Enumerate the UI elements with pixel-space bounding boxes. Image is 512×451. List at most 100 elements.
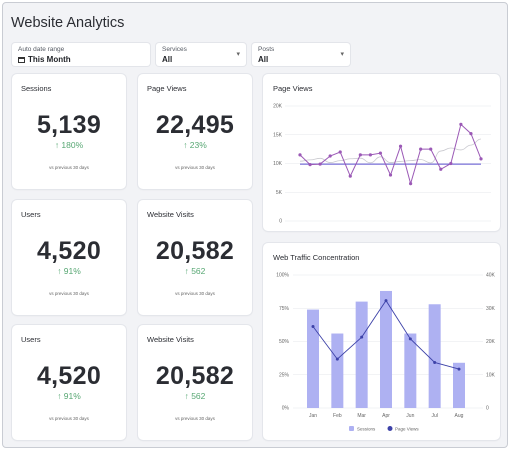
data-point [429,147,433,151]
page-views-line-chart: 20K 15K 10K 5K 0 [273,104,491,225]
kpi-label: Website Visits [147,210,194,219]
web-traffic-combo-chart: 100% 75% 50% 25% 0% 40K 30K 20K 10K 0 Jan Feb Mar A… [276,273,496,432]
sessions-bar [355,301,368,408]
y-right-tick-label: 20K [486,339,496,345]
posts-label: Posts [258,46,275,53]
kpi-note: vs previous 30 days [49,165,89,170]
kpi-card-page-views: Page Views 22,495 ↑ 23% vs previous 30 d… [138,74,252,189]
data-point [439,167,443,171]
kpi-card-users: Users 4,520 ↑ 91% vs previous 30 days [12,200,126,315]
data-point [368,153,372,157]
x-tick-label: Mar [357,413,366,419]
data-point [398,144,403,148]
y-right-tick-label: 10K [486,372,496,378]
chart-title: Web Traffic Concentration [273,253,360,262]
data-point [419,147,423,151]
x-tick-label: Jun [406,413,414,419]
kpi-delta: ↑ 91% [57,266,81,276]
sessions-bar [307,309,319,408]
services-filter[interactable]: Services All ▾ [156,43,246,66]
data-point [449,161,453,166]
y-tick-label: 0 [279,219,282,225]
date-range-value: This Month [28,55,71,64]
posts-filter[interactable]: Posts All ▾ [252,43,350,66]
data-point [479,157,483,161]
kpi-delta: ↑ 180% [54,140,84,150]
kpi-note: vs previous 30 days [175,291,215,296]
data-point [388,173,393,177]
kpi-label: Page Views [147,84,187,93]
services-label: Services [162,46,187,53]
x-tick-label: Jul [431,413,437,419]
data-point [378,151,383,155]
y-right-tick-label: 30K [486,306,496,312]
y-left-tick-label: 50% [279,339,290,345]
data-point [348,174,352,178]
legend-sessions-label: Sessions [357,427,376,432]
kpi-delta: ↑ 23% [183,140,207,150]
chevron-down-icon: ▾ [236,51,240,58]
data-point [459,122,463,126]
legend-page-views-swatch [387,426,393,431]
kpi-card-website-visits: Website Visits 20,582 ↑ 562 vs previous … [138,325,252,440]
kpi-value: 20,582 [155,362,235,390]
y-left-tick-label: 0% [282,406,290,412]
y-left-tick-label: 25% [279,372,290,378]
data-point [308,163,312,167]
kpi-card-sessions: Sessions 5,139 ↑ 180% vs previous 30 day… [12,74,126,189]
chart-title: Page Views [273,84,313,93]
kpi-value: 4,520 [36,362,102,390]
x-tick-label: Aug [455,413,464,419]
kpi-delta: ↑ 91% [57,391,81,401]
y-tick-label: 20K [273,104,283,110]
date-range-label: Auto date range [18,46,65,53]
kpi-label: Website Visits [147,335,194,344]
kpi-card-website-visits: Website Visits 20,582 ↑ 562 vs previous … [138,200,252,315]
kpi-note: vs previous 30 days [49,291,89,296]
data-point [318,162,322,166]
date-range-filter[interactable]: Auto date range This Month [12,43,150,66]
services-value: All [162,55,173,64]
data-point [328,154,332,158]
data-point [409,182,413,186]
posts-value: All [258,55,269,64]
legend-page-views-label: Page Views [395,427,419,432]
page-views-point [433,360,437,364]
kpi-label: Users [21,335,41,344]
kpi-delta: ↑ 562 [184,391,206,401]
sessions-bar [404,333,417,408]
kpi-note: vs previous 30 days [175,416,215,421]
page-views-point [360,335,364,339]
y-tick-label: 15K [273,132,283,138]
page-views-point [384,299,388,303]
kpi-delta: ↑ 562 [184,266,206,276]
page-views-chart-card: Page Views 20K 15K 10K 5K 0 [263,74,500,231]
page-views-point [457,367,461,371]
kpi-value: 4,520 [36,237,102,265]
data-point [298,153,302,157]
y-tick-label: 5K [276,190,283,196]
y-left-tick-label: 75% [279,306,290,312]
kpi-label: Sessions [21,84,52,93]
legend-sessions-swatch [349,426,354,431]
x-tick-label: Apr [382,413,390,419]
kpi-note: vs previous 30 days [49,416,89,421]
page-views-point [311,325,315,329]
kpi-note: vs previous 30 days [175,165,215,170]
sessions-bar [453,362,465,408]
kpi-label: Users [21,210,41,219]
sessions-bar [331,333,344,408]
data-point [358,153,362,157]
y-left-tick-label: 100% [276,273,289,279]
web-traffic-chart-card: Web Traffic Concentration 100% 75% 50% 25% 0… [263,243,500,440]
chevron-down-icon: ▾ [340,51,344,58]
trend-curve [299,138,482,164]
kpi-value: 22,495 [155,111,235,139]
dashboard: Website Analytics Auto date range This M… [2,2,508,448]
page-title: Website Analytics [11,15,125,31]
sessions-bar [380,290,392,408]
page-views-point [335,357,339,361]
kpi-value: 5,139 [36,111,102,139]
data-point [469,132,473,136]
calendar-icon [18,57,25,63]
